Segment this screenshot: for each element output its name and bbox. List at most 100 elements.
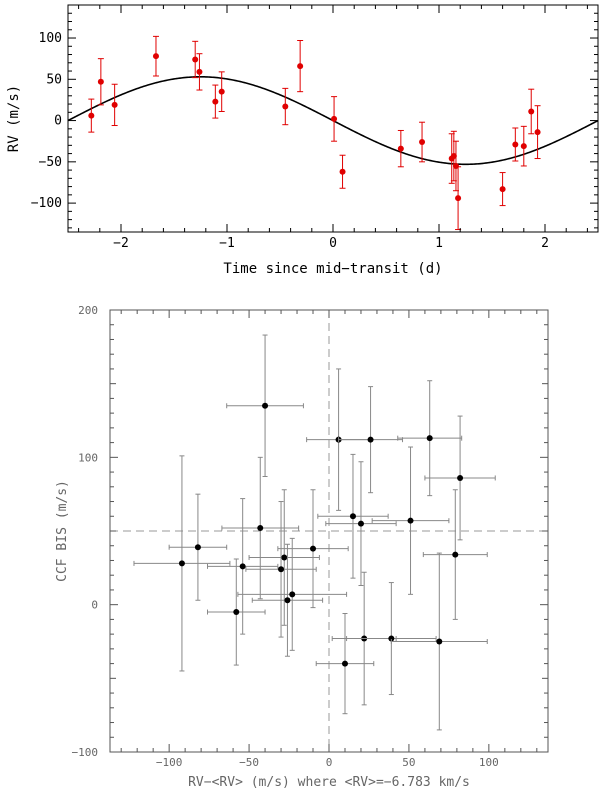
bis-marker	[349, 513, 356, 520]
bis-marker	[194, 544, 201, 551]
rv-data-point	[419, 121, 426, 163]
bis-data-point	[207, 498, 279, 635]
bis-data-point	[207, 558, 266, 666]
rv-marker	[450, 153, 457, 160]
rv-marker	[196, 68, 203, 75]
rv-marker	[297, 63, 304, 70]
bis-x-tick-label: 0	[326, 756, 333, 769]
bis-marker	[178, 560, 185, 567]
rv-y-tick-label: 0	[54, 114, 62, 129]
bis-y-tick-label: 0	[91, 599, 98, 612]
bis-marker	[257, 525, 264, 532]
bis-marker	[388, 635, 395, 642]
rv-x-tick-label: 2	[541, 236, 549, 251]
rv-y-tick-label: 100	[39, 31, 62, 46]
bis-x-axis-label: RV−<RV> (m/s) where <RV>=−6.783 km/s	[188, 775, 470, 790]
rv-marker	[528, 108, 535, 115]
rv-data-point	[212, 84, 219, 119]
bis-x-tick-label: −100	[156, 756, 183, 769]
rv-data-point	[499, 172, 506, 207]
bis-marker	[426, 435, 433, 442]
rv-data-point	[455, 166, 462, 231]
rv-data-point	[450, 130, 457, 182]
rv-marker	[212, 98, 219, 105]
bis-data-point	[338, 386, 404, 494]
bis-marker	[278, 566, 285, 573]
bis-data-point	[221, 456, 300, 600]
rv-marker	[97, 78, 104, 85]
rv-data-point	[192, 40, 199, 79]
rv-x-tick-label: 0	[329, 236, 337, 251]
bis-marker	[289, 591, 296, 598]
rv-panel: −2 −1 0 1 2 −100 −50 0 50 100 Time since mid−tran…	[6, 4, 599, 277]
rv-data-point	[97, 58, 104, 106]
rv-x-axis-label: Time since mid−transit (d)	[223, 261, 442, 277]
bis-data-point	[237, 537, 348, 651]
rv-x-tick-label: 1	[435, 236, 443, 251]
rv-marker	[192, 56, 199, 63]
rv-marker	[520, 143, 527, 150]
rv-data-point	[528, 88, 535, 135]
rv-data-point	[339, 154, 346, 189]
bis-data-point	[346, 582, 437, 696]
bis-marker	[341, 660, 348, 667]
bis-x-tick-label: −50	[239, 756, 259, 769]
rv-x-tick-label: −1	[219, 236, 235, 251]
bis-data-point	[371, 446, 450, 595]
bis-data-point	[315, 613, 375, 715]
bis-marker	[281, 554, 288, 561]
bis-data-point	[133, 455, 231, 672]
rv-x-tick-label: −2	[113, 236, 129, 251]
bis-data-point	[226, 334, 304, 477]
rv-marker	[88, 112, 95, 119]
rv-marker	[339, 168, 346, 175]
bis-data-point	[424, 415, 496, 541]
rv-y-tick-label: 50	[46, 72, 62, 87]
rv-marker	[218, 88, 225, 95]
bis-data-point	[168, 493, 228, 601]
rv-marker	[397, 145, 404, 152]
rv-marker	[455, 195, 462, 202]
rv-marker	[111, 101, 118, 108]
rv-data-point	[397, 129, 404, 168]
bis-y-tick-label: 100	[78, 451, 98, 464]
rv-marker	[452, 162, 459, 169]
rv-data-point	[152, 35, 159, 77]
bis-y-tick-label: 200	[78, 304, 98, 317]
rv-data-point	[196, 53, 203, 91]
bis-data-point	[248, 489, 320, 626]
rv-data-point	[512, 127, 519, 162]
rv-marker	[534, 129, 541, 136]
bis-data-point	[422, 489, 488, 620]
bis-marker	[436, 638, 443, 645]
rv-data-point	[88, 98, 95, 133]
rv-marker	[499, 186, 506, 193]
bis-marker	[407, 517, 414, 524]
bis-marker	[310, 545, 317, 552]
bis-y-tick-label: −100	[72, 746, 99, 759]
bis-data-point	[390, 552, 488, 731]
rv-data-point	[218, 71, 225, 112]
rv-data-point	[111, 83, 118, 127]
bis-data-point	[325, 461, 397, 587]
bis-data-point	[245, 501, 317, 638]
rv-marker	[331, 115, 338, 122]
bis-y-axis-label: CCF BIS (m/s)	[55, 480, 70, 582]
rv-data-point	[297, 39, 304, 93]
rv-marker	[152, 53, 159, 60]
bis-marker	[452, 551, 459, 558]
rv-data-point	[282, 87, 289, 126]
bis-marker	[233, 609, 240, 616]
rv-data-point	[452, 140, 459, 192]
rv-marker	[419, 139, 426, 146]
rv-marker	[282, 103, 289, 110]
rv-data-point	[331, 96, 338, 142]
bis-marker	[457, 474, 464, 481]
bis-data-point	[251, 543, 324, 657]
rv-data-point	[534, 105, 541, 160]
bis-x-tick-label: 50	[402, 756, 415, 769]
rv-data-point	[520, 125, 527, 167]
bis-data-point	[277, 489, 349, 609]
bis-marker	[367, 436, 374, 443]
